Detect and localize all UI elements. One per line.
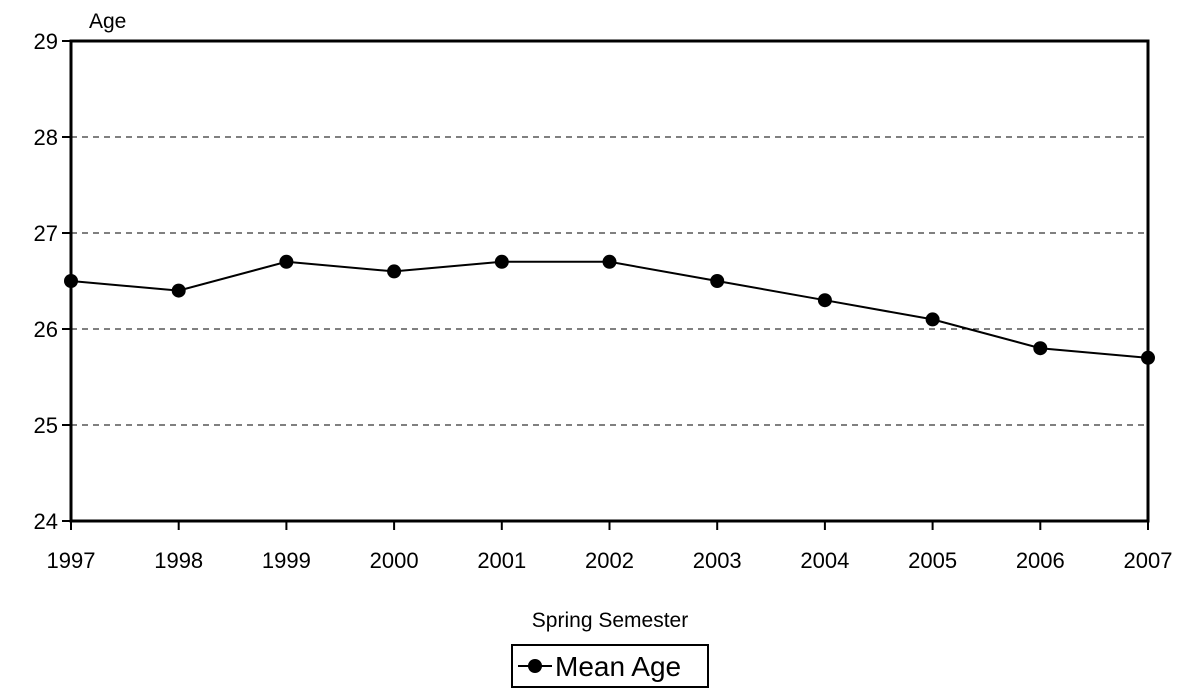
x-tick-label: 2001 <box>477 548 526 573</box>
y-axis-title: Age <box>89 10 126 33</box>
series-line-mean-age <box>70 260 1149 359</box>
plot-area-frame <box>69 39 1150 523</box>
y-tick-label: 27 <box>34 221 58 246</box>
y-tick-label: 29 <box>34 29 58 54</box>
data-point-2004 <box>817 293 832 308</box>
x-tick-label: 2007 <box>1124 548 1173 573</box>
data-point-1997 <box>64 274 78 288</box>
x-tick-label: 1998 <box>154 548 203 573</box>
data-point-2006 <box>1033 341 1048 356</box>
x-tick-label: 1999 <box>262 548 311 573</box>
x-tick-label: 2006 <box>1016 548 1065 573</box>
y-tick-label: 25 <box>34 413 58 438</box>
y-tick-label: 28 <box>34 125 58 150</box>
legend-marker-swatch <box>528 659 542 673</box>
data-point-2002 <box>602 254 617 269</box>
data-point-1998 <box>171 283 186 298</box>
x-tick-label: 2000 <box>370 548 419 573</box>
x-tick-label: 1997 <box>47 548 96 573</box>
data-point-2001 <box>494 254 509 269</box>
y-tick-label: 26 <box>34 317 58 342</box>
data-point-2005 <box>925 312 940 327</box>
series-layer <box>64 254 1155 365</box>
axis-ticks: 24 25 26 27 28 29 1997 1998 1999 2000 2001 2002 2003… <box>34 29 1173 573</box>
x-tick-label: 2003 <box>693 548 742 573</box>
y-tick-label: 24 <box>34 509 58 534</box>
data-point-2003 <box>710 274 725 288</box>
legend: Mean Age <box>511 644 709 688</box>
legend-entry-label: Mean Age <box>555 651 681 682</box>
x-axis-title: Spring Semester <box>532 609 688 632</box>
x-tick-label: 2004 <box>800 548 849 573</box>
data-point-2000 <box>387 264 402 279</box>
gridlines <box>71 136 1148 426</box>
data-point-1999 <box>279 254 294 269</box>
x-tick-label: 2005 <box>908 548 957 573</box>
x-tick-label: 2002 <box>585 548 634 573</box>
data-point-2007 <box>1141 350 1155 365</box>
